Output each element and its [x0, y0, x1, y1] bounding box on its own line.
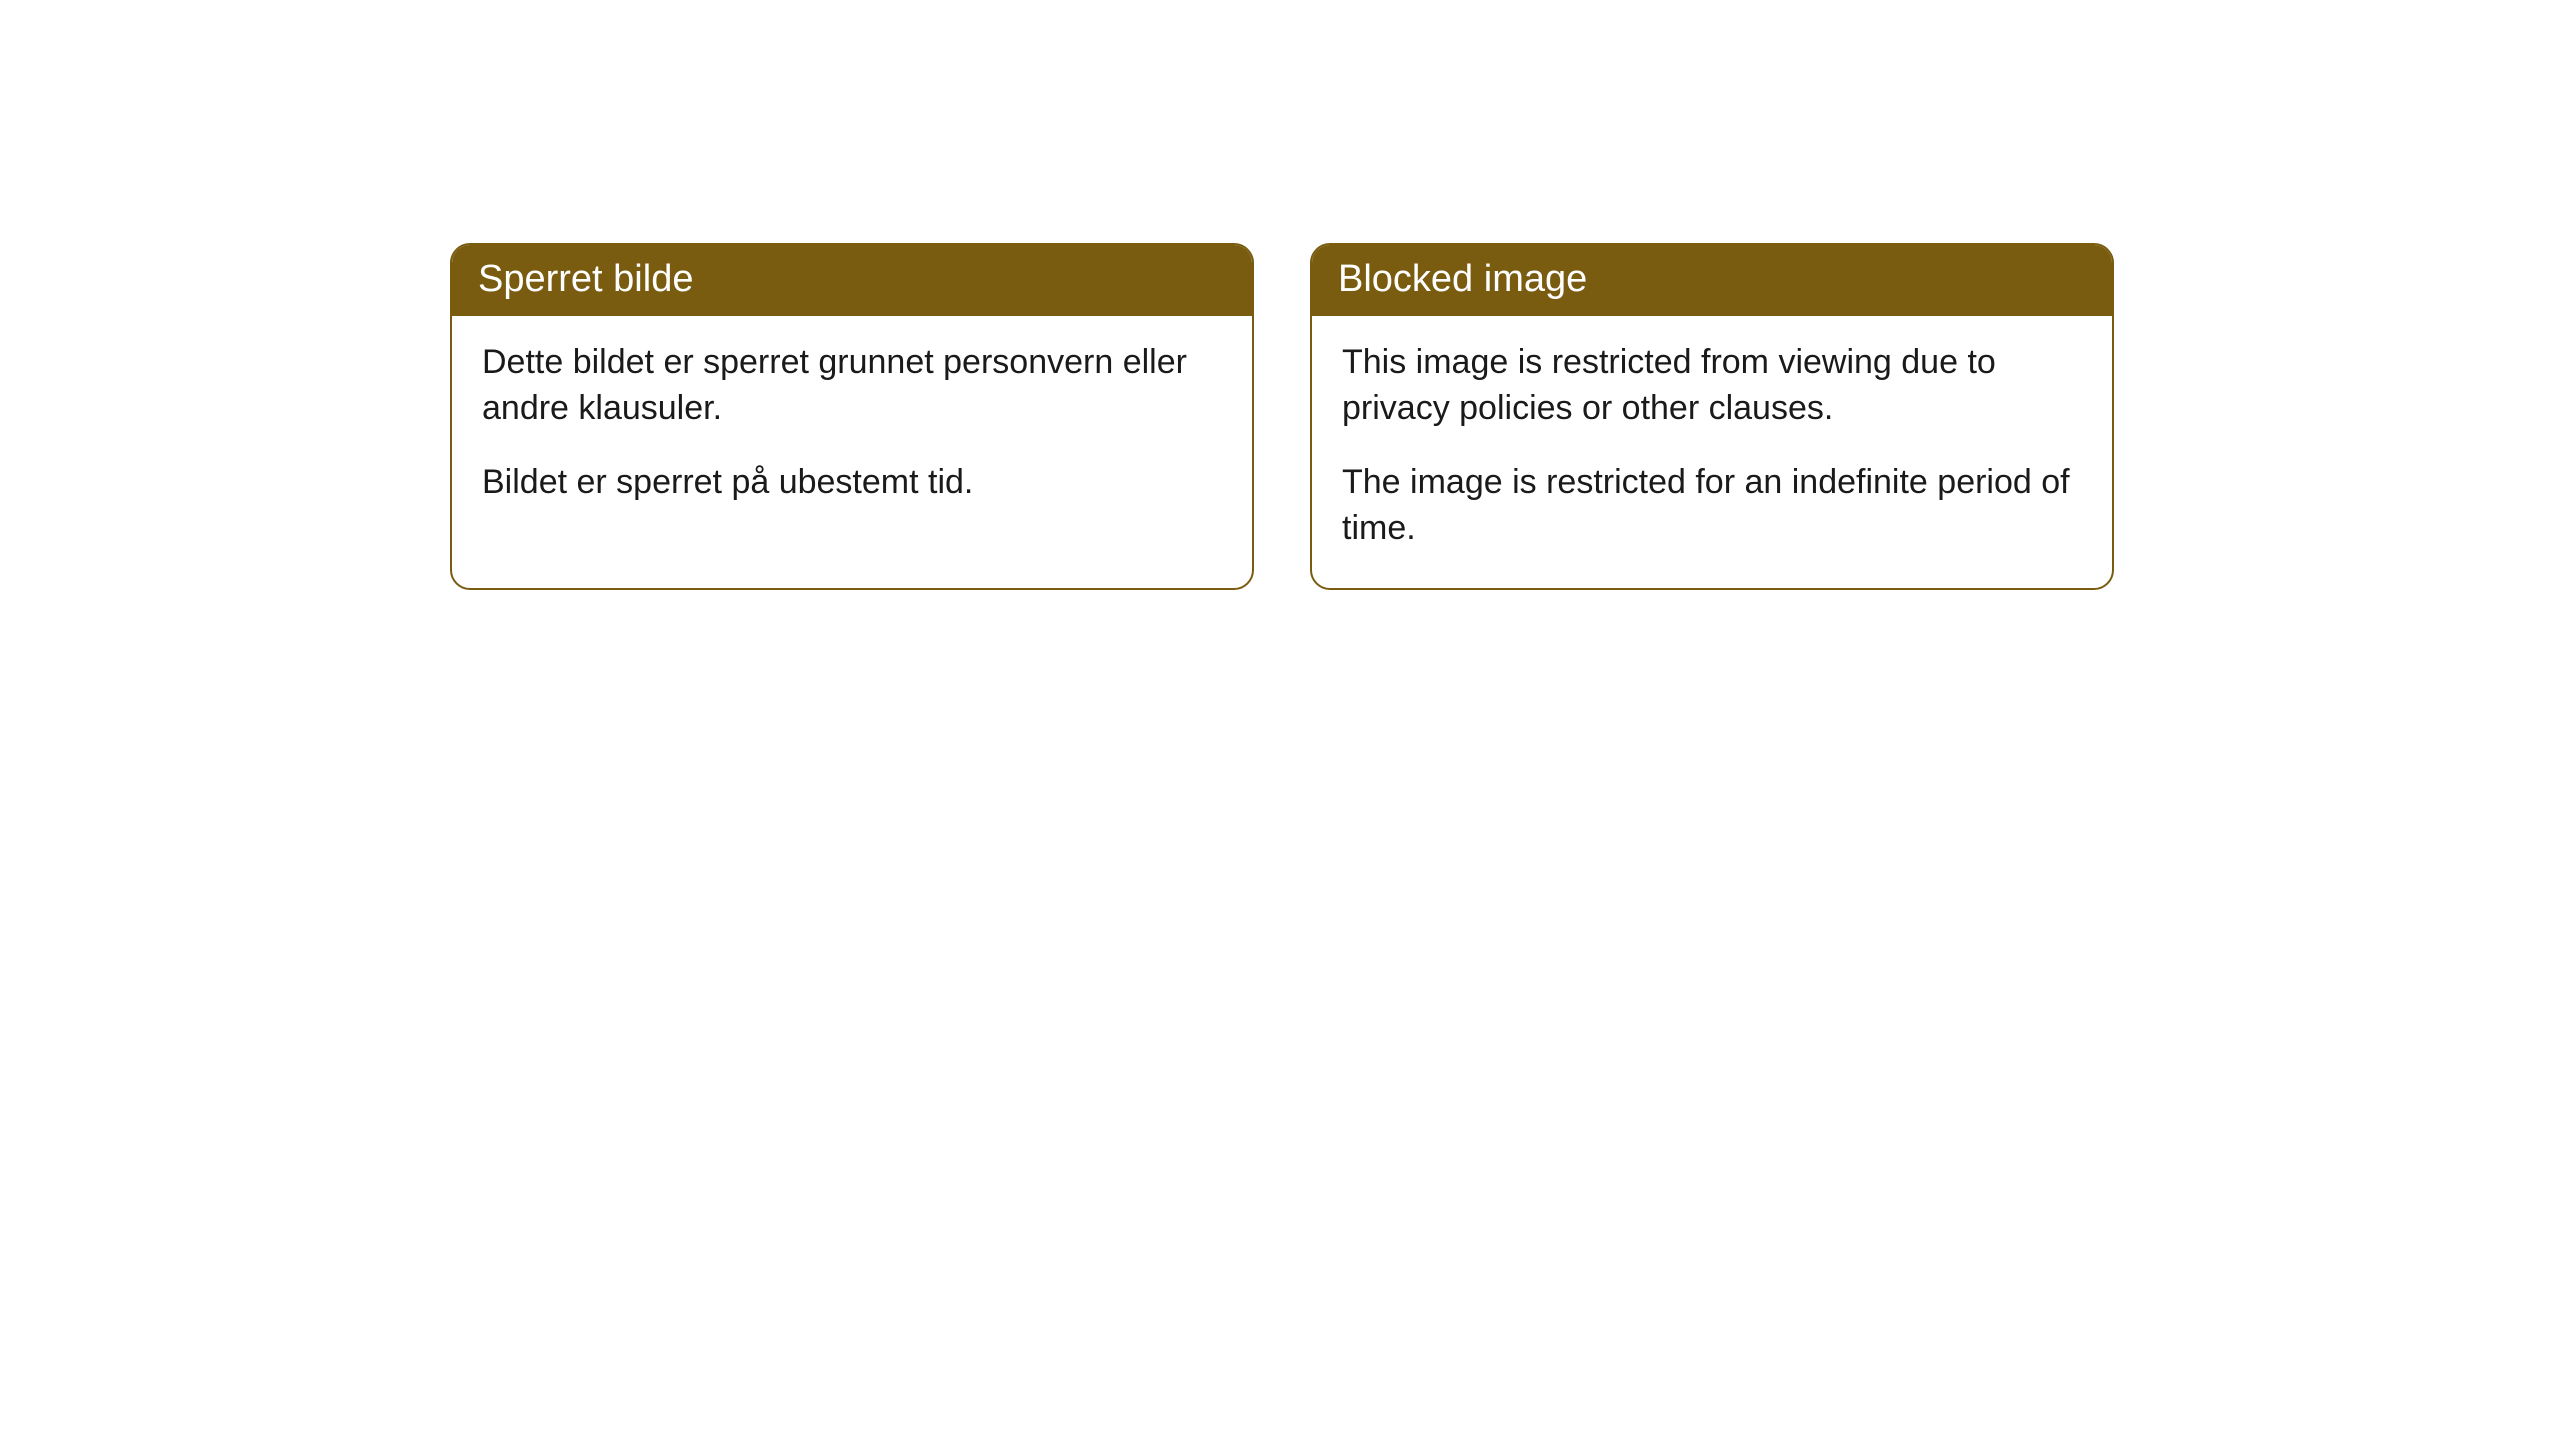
card-paragraph: Bildet er sperret på ubestemt tid. — [482, 460, 1222, 506]
card-paragraph: Dette bildet er sperret grunnet personve… — [482, 340, 1222, 432]
card-title: Blocked image — [1338, 258, 1587, 300]
notice-card-english: Blocked image This image is restricted f… — [1310, 243, 2114, 590]
card-body-english: This image is restricted from viewing du… — [1312, 316, 2112, 588]
notice-card-norwegian: Sperret bilde Dette bildet er sperret gr… — [450, 243, 1254, 590]
card-paragraph: This image is restricted from viewing du… — [1342, 340, 2082, 432]
card-paragraph: The image is restricted for an indefinit… — [1342, 460, 2082, 552]
card-title: Sperret bilde — [478, 258, 693, 300]
card-header-english: Blocked image — [1312, 245, 2112, 316]
card-body-norwegian: Dette bildet er sperret grunnet personve… — [452, 316, 1252, 542]
card-header-norwegian: Sperret bilde — [452, 245, 1252, 316]
notice-cards-container: Sperret bilde Dette bildet er sperret gr… — [450, 243, 2114, 590]
